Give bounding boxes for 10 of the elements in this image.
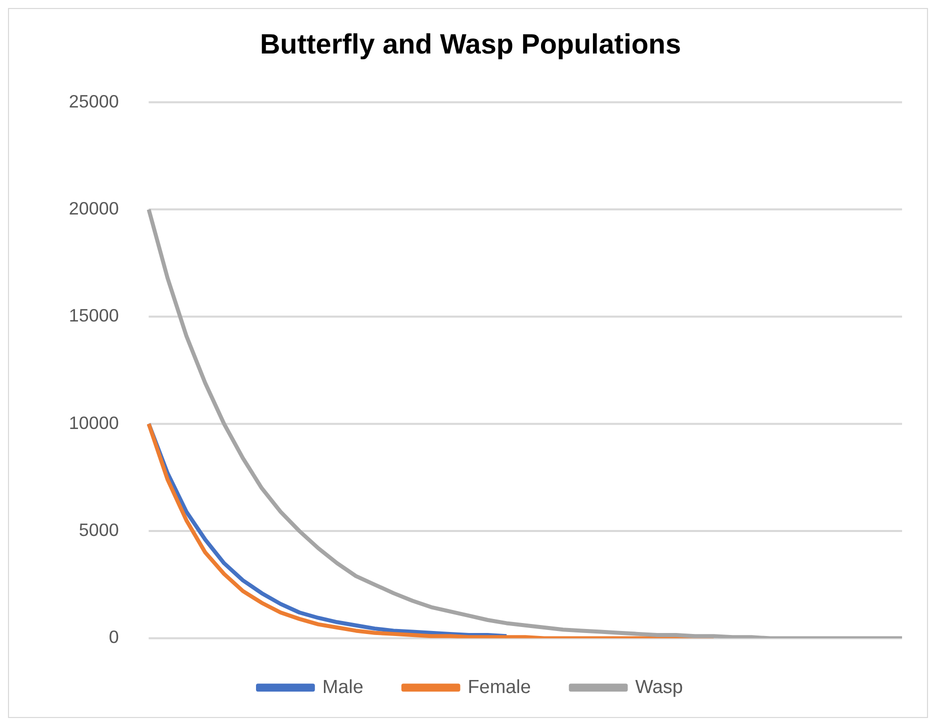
legend-label: Wasp: [635, 676, 683, 698]
y-tick-label: 10000: [68, 412, 119, 433]
legend-label: Male: [322, 676, 364, 698]
y-tick-label: 0: [108, 627, 119, 648]
y-tick-label: 5000: [78, 520, 119, 540]
chart-title: Butterfly and Wasp Populations: [260, 28, 682, 60]
y-tick-label: 15000: [68, 306, 119, 326]
legend-label: Female: [468, 676, 531, 698]
y-tick-label: 20000: [68, 198, 119, 218]
y-tick-label: 25000: [68, 91, 119, 112]
